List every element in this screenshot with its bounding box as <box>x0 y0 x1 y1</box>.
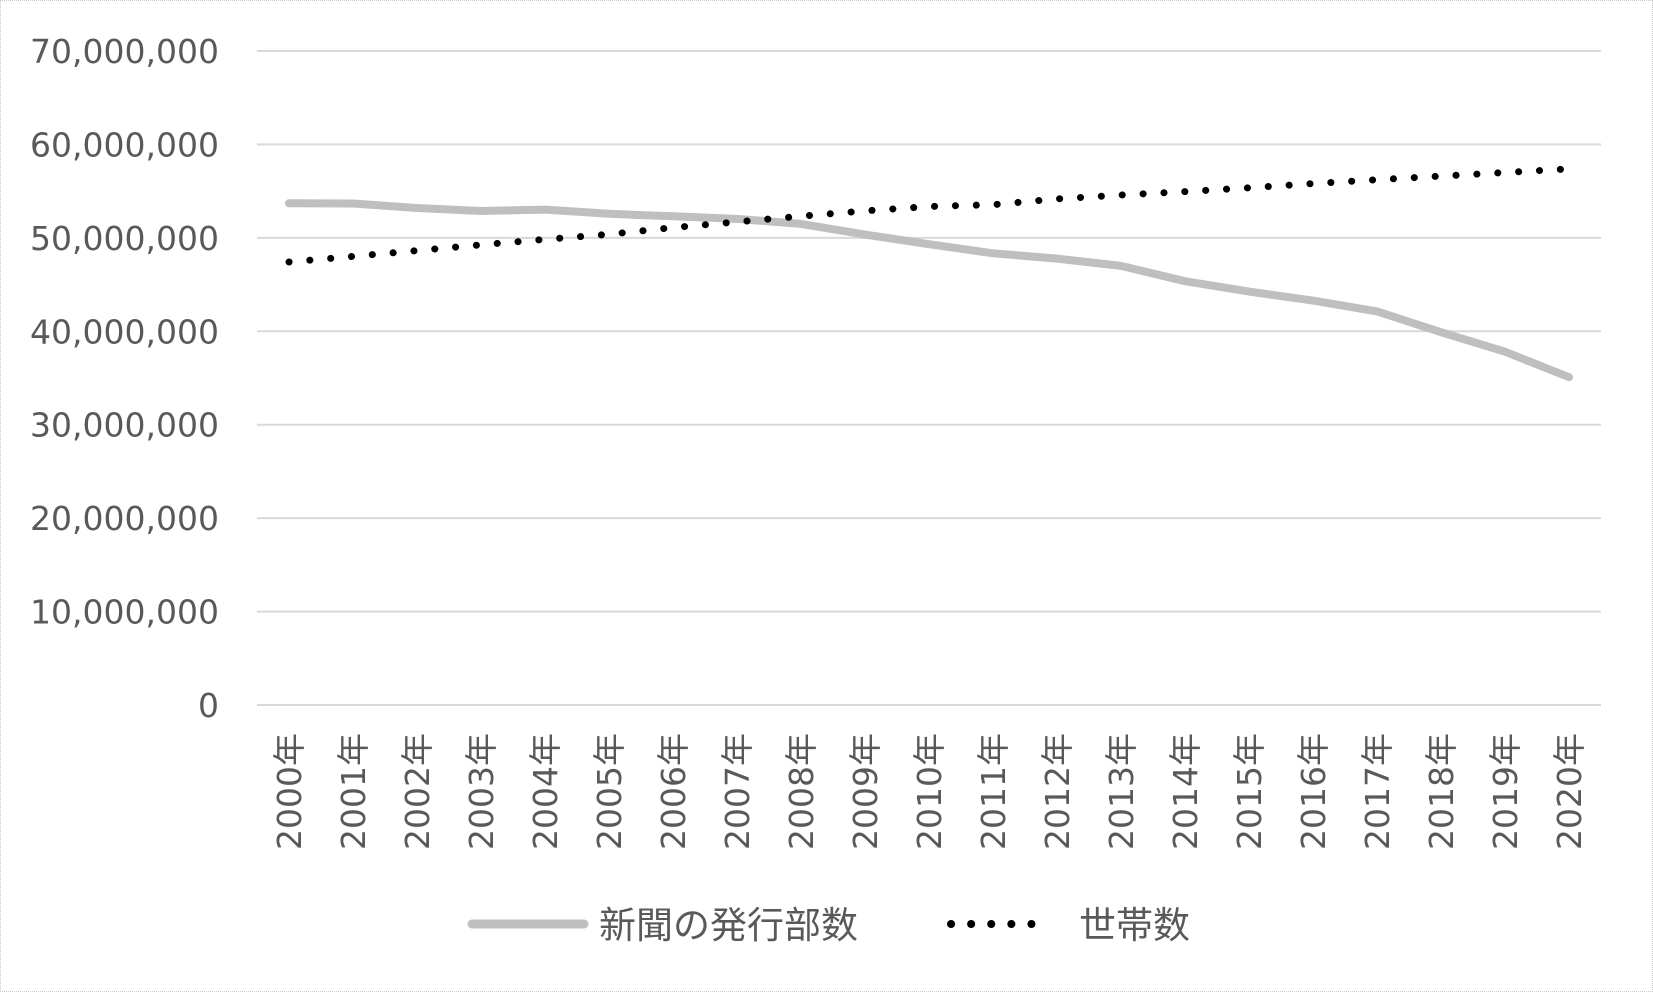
x-tick-label: 2004年 <box>526 733 565 850</box>
x-tick-label: 2011年 <box>974 733 1013 850</box>
x-tick-label: 2010年 <box>910 733 949 850</box>
x-tick-label: 2005年 <box>590 733 629 850</box>
x-tick-label: 2017年 <box>1358 733 1397 850</box>
y-tick-label: 70,000,000 <box>30 32 219 71</box>
legend-label-households: 世帯数 <box>1079 904 1190 947</box>
y-tick-label: 30,000,000 <box>30 406 219 445</box>
legend-label-circulation: 新聞の発行部数 <box>599 904 858 947</box>
x-tick-label: 2007年 <box>718 733 757 850</box>
x-tick-label: 2018年 <box>1422 733 1461 850</box>
y-tick-label: 50,000,000 <box>30 219 219 258</box>
x-tick-label: 2015年 <box>1230 733 1269 850</box>
x-tick-label: 2000年 <box>270 733 309 850</box>
y-tick-label: 60,000,000 <box>30 125 219 164</box>
x-tick-label: 2014年 <box>1166 733 1205 850</box>
gridlines <box>257 50 1601 706</box>
x-tick-label: 2013年 <box>1102 733 1141 850</box>
x-tick-label: 2003年 <box>462 733 501 850</box>
x-tick-label: 2002年 <box>398 733 437 850</box>
y-tick-label: 10,000,000 <box>30 593 219 632</box>
x-tick-label: 2006年 <box>654 733 693 850</box>
x-tick-label: 2009年 <box>846 733 885 850</box>
x-tick-label: 2012年 <box>1038 733 1077 850</box>
y-axis-tick-labels: 0 10,000,000 20,000,000 30,000,000 40,000,00… <box>30 32 219 725</box>
series-lines <box>285 165 1573 382</box>
x-tick-label: 2020年 <box>1550 733 1589 850</box>
series-line-circulation <box>285 199 1573 382</box>
x-tick-label: 2019年 <box>1486 733 1525 850</box>
x-axis-tick-labels: 2000年 2001年 2002年 2003年 2004年 2005年 2006年 2007年… <box>270 733 1589 850</box>
x-tick-label: 2008年 <box>782 733 821 850</box>
x-tick-label: 2001年 <box>334 733 373 850</box>
y-tick-label: 0 <box>198 686 219 725</box>
legend: 新聞の発行部数 世帯数 <box>467 904 1190 947</box>
y-tick-label: 40,000,000 <box>30 312 219 351</box>
x-tick-label: 2016年 <box>1294 733 1333 850</box>
y-tick-label: 20,000,000 <box>30 499 219 538</box>
